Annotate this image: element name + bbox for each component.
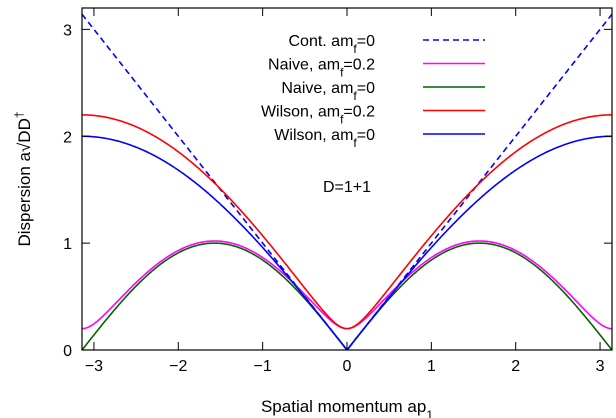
legend-label-3: Wilson, amf=0.2: [261, 104, 375, 127]
legend-label-main: Naive, am: [281, 80, 353, 97]
y-tick-label: 2: [63, 129, 72, 146]
series-line-3: [82, 114, 612, 330]
y-axis-title-superscript: †: [12, 111, 26, 118]
legend-label-tail: =0: [357, 33, 375, 50]
ticks-layer: −3 −2 −1 0 1 2 3 0 1 2 3: [63, 8, 612, 375]
x-axis-title: Spatial momentum ap1: [261, 397, 433, 418]
legend-label-tail: =0.2: [343, 104, 375, 121]
x-tick-label: 2: [511, 358, 520, 375]
y-axis-title-main: Dispersion a√DD: [15, 118, 34, 246]
legend-label-tail: =0: [357, 127, 375, 144]
x-tick-label: 3: [596, 358, 605, 375]
legend-label-0: Cont. amf=0: [288, 33, 375, 56]
legend-label-tail: =0: [357, 80, 375, 97]
dimension-annotation: D=1+1: [323, 179, 371, 196]
legend-label-main: Wilson, am: [274, 127, 353, 144]
x-tick-label: −3: [85, 358, 103, 375]
legend-label-subscript: f: [353, 89, 357, 103]
series-line-4: [82, 135, 612, 350]
legend-label-main: Wilson, am: [261, 104, 340, 121]
x-axis-title-subscript: 1: [426, 408, 433, 418]
x-axis-title-main: Spatial momentum ap: [261, 397, 426, 416]
legend-label-subscript: f: [340, 113, 344, 127]
legend-label-subscript: f: [353, 136, 357, 150]
legend-label-2: Naive, amf=0: [281, 80, 375, 103]
legend-label-subscript: f: [353, 42, 357, 56]
y-tick-label: 3: [63, 22, 72, 39]
legend-label-tail: =0.2: [343, 57, 375, 74]
x-tick-label: 0: [343, 358, 352, 375]
x-tick-label: 1: [427, 358, 436, 375]
y-tick-label: 1: [63, 236, 72, 253]
legend-label-4: Wilson, amf=0: [274, 127, 375, 150]
legend-label-subscript: f: [340, 66, 344, 80]
legend-label-main: Cont. am: [288, 33, 353, 50]
series-line-0: [82, 13, 612, 350]
legend-label-1: Naive, amf=0.2: [268, 57, 375, 80]
curves-layer: [82, 13, 612, 350]
y-tick-label: 0: [63, 343, 72, 360]
legend-label-main: Naive, am: [268, 57, 340, 74]
x-tick-label: −1: [254, 358, 272, 375]
x-tick-label: −2: [169, 358, 187, 375]
y-axis-title: Dispersion a√DD†: [12, 111, 34, 246]
series-line-2: [82, 242, 612, 350]
